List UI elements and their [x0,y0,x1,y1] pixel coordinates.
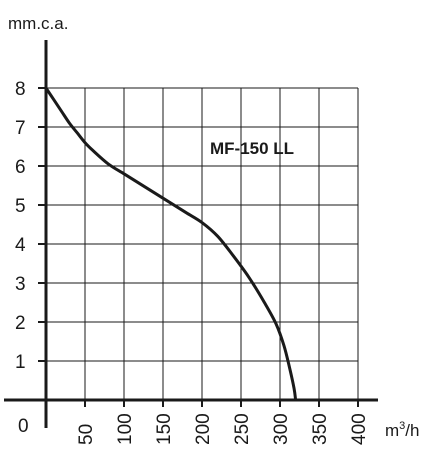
x-tick-label-350: 350 [310,413,331,445]
chart-axes [4,40,378,428]
series-line-0 [44,86,298,402]
y-axis-unit-label: mm.c.a. [8,14,68,33]
x-unit-tail: /h [405,421,419,440]
x-tick-label-50: 50 [76,424,97,445]
x-tick-label-300: 300 [271,413,292,445]
y-tick-label-8: 8 [15,79,26,100]
x-tick-label-400: 400 [349,413,370,445]
chart-labels: 50 100 150 200 250 300 350 400 1 2 3 4 5 6 7 8 [15,79,370,445]
y-tick-label-1: 1 [15,352,26,373]
x-unit-base: m [385,421,399,440]
y-tick-label-6: 6 [15,157,26,178]
x-tick-label-200: 200 [193,413,214,445]
x-tick-label-150: 150 [154,413,175,445]
y-tick-label-2: 2 [15,313,26,334]
x-axis-unit-label: m3/h [385,420,419,440]
model-annotation: MF-150 LL [210,139,294,158]
x-unit-superscript: 3 [399,420,405,432]
y-tick-label-5: 5 [15,196,26,217]
y-tick-label-7: 7 [15,118,26,139]
y-tick-label-4: 4 [15,235,26,256]
chart-grid [46,87,359,400]
x-tick-label-100: 100 [115,413,136,445]
origin-label: 0 [18,416,29,437]
chart-curve-group [44,86,298,402]
x-tick-label-250: 250 [232,413,253,445]
y-tick-label-3: 3 [15,274,26,295]
